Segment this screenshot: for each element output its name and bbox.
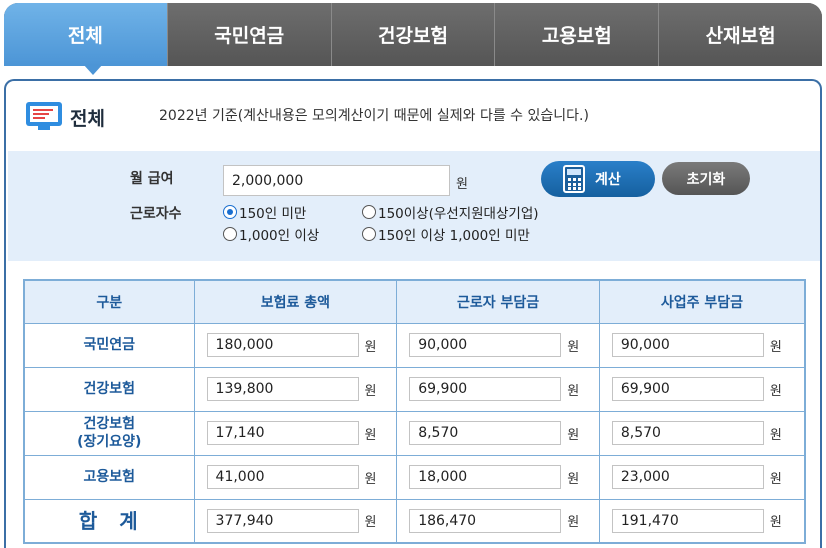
tab-health-insurance[interactable]: 건강보험 <box>331 3 496 66</box>
unit-label: 원 <box>364 339 377 355</box>
unit-label: 원 <box>567 427 580 443</box>
amount-field[interactable]: 17,140 <box>206 421 359 445</box>
unit-label: 원 <box>769 515 782 531</box>
table-row: 건강보험 (장기요양) 17,140 원 8,570 원 8,570 원 <box>23 410 806 456</box>
unit-label: 원 <box>364 471 377 487</box>
workers-label: 근로자수 <box>130 206 182 222</box>
tab-all[interactable]: 전체 <box>4 3 168 66</box>
amount-field[interactable]: 180,000 <box>206 333 359 357</box>
header-employee-share: 근로자 부담금 <box>396 279 600 324</box>
salary-label: 월 급여 <box>130 171 174 187</box>
unit-label: 원 <box>769 383 782 399</box>
radio-unselected-icon <box>223 227 237 241</box>
reset-button[interactable]: 초기화 <box>662 162 750 195</box>
amount-field[interactable]: 90,000 <box>409 333 562 357</box>
amount-field[interactable]: 139,800 <box>206 377 359 401</box>
amount-field[interactable]: 18,000 <box>409 465 562 489</box>
table-total-row: 합계 377,940 원 186,470 원 191,470 원 <box>23 498 806 544</box>
salary-input[interactable] <box>223 165 450 196</box>
row-label: 고용보험 <box>23 454 195 500</box>
unit-label: 원 <box>769 339 782 355</box>
row-label: 국민연금 <box>23 322 195 368</box>
total-amount-field[interactable]: 186,470 <box>409 508 562 533</box>
radio-label: 1,000인 이상 <box>239 228 320 244</box>
premium-table: 구분 보험료 총액 근로자 부담금 사업주 부담금 국민연금 180,000 원 … <box>23 279 806 544</box>
unit-label: 원 <box>364 427 377 443</box>
disclaimer-note: 2022년 기준(계산내용은 모의계산이기 때문에 실제와 다를 수 있습니다.… <box>159 108 589 124</box>
calculator-icon <box>563 165 585 193</box>
table-row: 국민연금 180,000 원 90,000 원 90,000 원 <box>23 322 806 368</box>
calculate-label: 계산 <box>595 172 621 188</box>
table-row: 고용보험 41,000 원 18,000 원 23,000 원 <box>23 454 806 500</box>
salary-unit: 원 <box>456 177 468 192</box>
table-header-row: 구분 보험료 총액 근로자 부담금 사업주 부담금 <box>23 279 806 324</box>
radio-150-to-1000[interactable]: 150인 이상 1,000인 미만 <box>362 224 530 244</box>
calculate-button[interactable]: 계산 <box>541 161 655 197</box>
tab-employment-insurance[interactable]: 고용보험 <box>495 3 660 66</box>
header-employer-share: 사업주 부담금 <box>598 279 806 324</box>
radio-selected-icon <box>223 205 237 219</box>
amount-field[interactable]: 41,000 <box>206 465 359 489</box>
amount-field[interactable]: 69,900 <box>611 377 764 401</box>
active-tab-pointer <box>83 64 103 75</box>
radio-1000-plus[interactable]: 1,000인 이상 <box>223 224 319 244</box>
input-form: 월 급여 원 근로자수 150인 미만 150이상(우선지원대상기업) 1,00… <box>8 151 820 261</box>
unit-label: 원 <box>567 339 580 355</box>
amount-field[interactable]: 69,900 <box>409 377 562 401</box>
tab-industrial-accident-insurance[interactable]: 산재보험 <box>659 3 822 66</box>
row-label-line2: (장기요양) <box>77 434 142 450</box>
unit-label: 원 <box>567 515 580 531</box>
header-total-premium: 보험료 총액 <box>193 279 398 324</box>
table-row: 건강보험 139,800 원 69,900 원 69,900 원 <box>23 366 806 412</box>
radio-under-150[interactable]: 150인 미만 <box>223 202 306 222</box>
header-category: 구분 <box>23 279 195 324</box>
total-amount-field[interactable]: 191,470 <box>611 508 764 533</box>
row-label-line1: 건강보험 <box>83 416 136 432</box>
radio-unselected-icon <box>362 205 376 219</box>
total-amount-field[interactable]: 377,940 <box>206 508 359 533</box>
section-title: 전체 <box>70 107 105 130</box>
unit-label: 원 <box>364 515 377 531</box>
monitor-icon <box>26 102 62 132</box>
amount-field[interactable]: 23,000 <box>611 465 764 489</box>
radio-label: 150인 미만 <box>239 206 307 222</box>
radio-label: 150이상(우선지원대상기업) <box>378 206 539 222</box>
unit-label: 원 <box>769 427 782 443</box>
section-header: 전체 <box>26 101 105 133</box>
row-label: 건강보험 (장기요양) <box>23 410 195 456</box>
tab-bar: 전체 국민연금 건강보험 고용보험 산재보험 <box>4 3 822 66</box>
amount-field[interactable]: 8,570 <box>409 421 562 445</box>
unit-label: 원 <box>769 471 782 487</box>
unit-label: 원 <box>567 383 580 399</box>
amount-field[interactable]: 90,000 <box>611 333 764 357</box>
amount-field[interactable]: 8,570 <box>611 421 764 445</box>
unit-label: 원 <box>364 383 377 399</box>
total-label: 합계 <box>23 498 195 544</box>
tab-national-pension[interactable]: 국민연금 <box>167 3 332 66</box>
calculator-panel: 전체 2022년 기준(계산내용은 모의계산이기 때문에 실제와 다를 수 있습… <box>4 79 822 548</box>
row-label: 건강보험 <box>23 366 195 412</box>
radio-label: 150인 이상 1,000인 미만 <box>378 228 530 244</box>
radio-150-priority[interactable]: 150이상(우선지원대상기업) <box>362 202 539 222</box>
unit-label: 원 <box>567 471 580 487</box>
radio-unselected-icon <box>362 227 376 241</box>
